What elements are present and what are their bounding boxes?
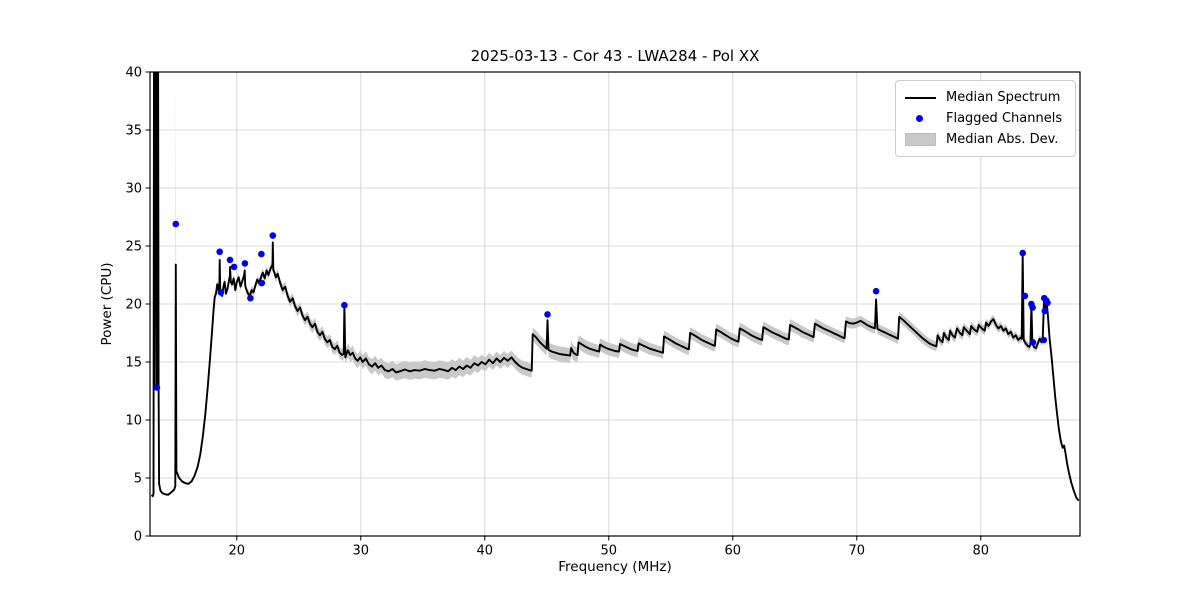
legend-label: Median Abs. Dev. xyxy=(946,132,1059,147)
flagged-channel-point xyxy=(269,232,277,239)
flagged-channel-point xyxy=(230,263,238,271)
x-tick-label: 60 xyxy=(725,544,742,559)
x-tick-label: 30 xyxy=(353,544,370,559)
y-axis-label: Power (CPU) xyxy=(99,262,115,346)
flagged-channel-point xyxy=(1040,336,1048,344)
flagged-channel-point xyxy=(872,287,880,295)
flagged-channel-point xyxy=(1019,249,1026,257)
y-tick-label: 20 xyxy=(125,298,142,313)
x-tick-label: 20 xyxy=(229,544,246,559)
x-tick-label: 70 xyxy=(849,544,866,559)
flagged-channel-dot-sample xyxy=(905,115,939,122)
flagged-channel-point xyxy=(1029,304,1036,311)
y-tick-label: 10 xyxy=(125,414,142,429)
y-tick-label: 35 xyxy=(125,124,142,139)
flagged-channel-point xyxy=(226,256,234,264)
tick-marks xyxy=(145,71,982,541)
flagged-channel-point xyxy=(217,289,225,296)
tick-labels: 20 30 40 50 60 70 80 0 5 10 15 20 25 30 35 40 xyxy=(125,66,989,559)
flagged-channel-point xyxy=(216,248,223,256)
chart-title: 2025-03-13 - Cor 43 - LWA284 - Pol XX xyxy=(470,47,760,65)
y-tick-label: 5 xyxy=(134,472,142,487)
flagged-channel-point xyxy=(258,279,266,287)
flagged-channel-point xyxy=(1044,299,1051,307)
flagged-channel-point xyxy=(247,294,254,302)
flagged-channel-point xyxy=(241,260,249,267)
mad-band-patch-sample xyxy=(905,133,939,146)
legend-label: Median Spectrum xyxy=(946,90,1061,105)
legend-label: Flagged Channels xyxy=(946,111,1063,126)
flagged-channel-point xyxy=(153,384,161,391)
median-spectrum-path xyxy=(151,72,1080,501)
y-tick-label: 25 xyxy=(125,240,142,255)
legend-item-flagged-channels: Flagged Channels xyxy=(905,108,1066,129)
y-tick-label: 30 xyxy=(125,182,142,197)
legend-item-mad-band: Median Abs. Dev. xyxy=(905,129,1066,150)
x-tick-label: 40 xyxy=(477,544,494,559)
y-tick-label: 40 xyxy=(125,66,142,81)
x-axis-label: Frequency (MHz) xyxy=(558,559,672,575)
flagged-channel-point xyxy=(1041,307,1049,315)
flagged-channel-point xyxy=(1021,292,1029,300)
flagged-channel-point xyxy=(258,250,265,258)
y-tick-label: 15 xyxy=(125,356,142,371)
legend: Median Spectrum Flagged Channels Median … xyxy=(895,80,1076,157)
flagged-channels xyxy=(153,220,1051,391)
flagged-channel-point xyxy=(544,311,551,318)
x-tick-label: 80 xyxy=(973,544,990,559)
y-tick-label: 0 xyxy=(134,530,142,545)
median-spectrum-line-sample xyxy=(905,96,939,99)
flagged-channel-point xyxy=(172,220,180,228)
legend-item-median-spectrum: Median Spectrum xyxy=(905,87,1066,108)
x-tick-label: 50 xyxy=(601,544,618,559)
flagged-channel-point xyxy=(1029,339,1037,346)
flagged-channel-point xyxy=(341,301,348,309)
